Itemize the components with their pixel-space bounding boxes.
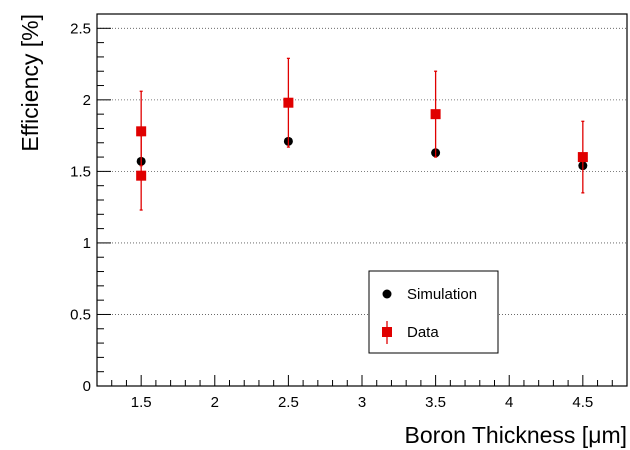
data-point xyxy=(430,109,441,120)
x-axis-ticks: 1.5 2 2.5 3 3.5 4 4.5 xyxy=(96,375,628,411)
y-tick-label: 0.5 xyxy=(70,306,91,323)
x-axis-title: Boron Thickness [μm] xyxy=(405,422,627,448)
gridlines xyxy=(97,27,627,315)
y-tick-label: 2.5 xyxy=(70,20,91,37)
x-tick-label: 4.5 xyxy=(572,394,593,411)
y-tick-label: 1.5 xyxy=(70,163,91,180)
y-tick-label: 2 xyxy=(83,92,91,109)
data-marks xyxy=(136,57,588,211)
legend-data-label: Data xyxy=(407,324,439,341)
y-axis-ticks: 0 0.5 1 1.5 2 2.5 xyxy=(70,13,111,395)
plot-frame xyxy=(96,13,628,387)
legend-simulation-label: Simulation xyxy=(407,286,477,303)
y-axis-title: Efficiency [%] xyxy=(17,14,43,152)
data-point xyxy=(136,126,147,137)
data-point xyxy=(136,170,147,181)
x-tick-label: 3.5 xyxy=(425,394,446,411)
x-tick-label: 2 xyxy=(211,394,219,411)
x-tick-label: 1.5 xyxy=(131,394,152,411)
legend-box xyxy=(368,270,499,354)
x-tick-label: 3 xyxy=(358,394,366,411)
y-tick-label: 1 xyxy=(83,235,91,252)
legend-data-marker xyxy=(382,327,392,337)
y-tick-label: 0 xyxy=(83,378,91,395)
legend-simulation-marker xyxy=(382,289,392,299)
x-tick-label: 4 xyxy=(505,394,513,411)
x-tick-label: 2.5 xyxy=(278,394,299,411)
data-point xyxy=(577,152,588,163)
data-point xyxy=(283,97,294,108)
legend: Simulation Data xyxy=(368,270,499,354)
